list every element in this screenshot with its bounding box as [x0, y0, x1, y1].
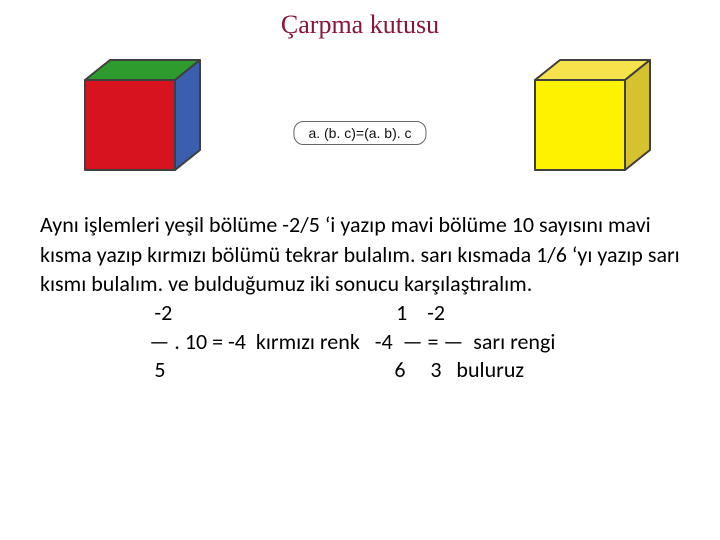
page-title: Çarpma kutusu: [0, 0, 720, 40]
math-line-1: -2 1 -2: [40, 299, 445, 326]
math-line-3: 5 6 3 buluruz: [40, 356, 524, 383]
formula-text: a. (b. c)=(a. b). c: [308, 125, 411, 141]
right-cube-svg: [510, 50, 660, 180]
right-cube: [510, 50, 660, 180]
left-cube: [60, 50, 210, 180]
formula-badge: a. (b. c)=(a. b). c: [293, 121, 426, 145]
left-cube-svg: [60, 50, 210, 180]
math-block: -2 1 -2 — . 10 = -4 kırmızı renk -4 — = …: [0, 299, 720, 385]
body-paragraph: Aynı işlemleri yeşil bölüme -2/5 ‘i yazı…: [0, 180, 720, 299]
title-text: Çarpma kutusu: [281, 10, 439, 39]
math-line-2: — . 10 = -4 kırmızı renk -4 — = — sarı r…: [40, 328, 555, 355]
paragraph-text: Aynı işlemleri yeşil bölüme -2/5 ‘i yazı…: [40, 211, 680, 297]
cube-row: a. (b. c)=(a. b). c: [0, 40, 720, 180]
